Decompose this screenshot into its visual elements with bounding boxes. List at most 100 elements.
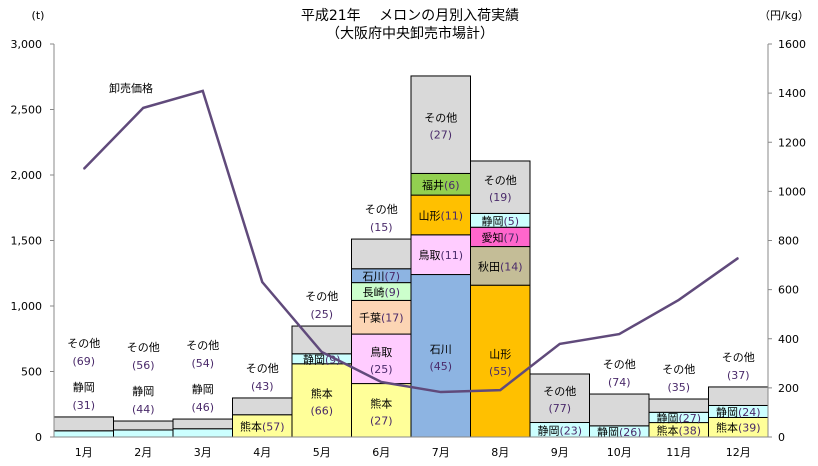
segment-pct: (77) bbox=[548, 402, 571, 415]
segment-label: その他 bbox=[305, 290, 338, 303]
segment-label: その他 bbox=[543, 385, 576, 398]
chart-title: 平成21年 メロンの月別入荷実績 bbox=[301, 8, 519, 24]
bar-segment bbox=[410, 194, 471, 236]
segment-label: 石川(7) bbox=[362, 270, 400, 283]
segment-label: 山形(11) bbox=[418, 209, 463, 222]
segment-label: 静岡(27) bbox=[656, 411, 701, 425]
bar-segment bbox=[53, 430, 114, 438]
segment-label: 熊本(57) bbox=[240, 419, 285, 433]
segment-label: 熊本 bbox=[311, 386, 333, 400]
y-tick-label: 500 bbox=[21, 366, 42, 379]
x-tick-label: 5月 bbox=[313, 446, 331, 459]
y2-tick-label: 1000 bbox=[778, 185, 806, 198]
x-tick-label: 1月 bbox=[75, 446, 93, 459]
price-point bbox=[202, 90, 204, 92]
bar-segment bbox=[410, 274, 471, 438]
segment-pct: (31) bbox=[72, 399, 95, 412]
segment-label: 静岡(26) bbox=[597, 425, 642, 439]
price-series-label: 卸売価格 bbox=[109, 81, 153, 95]
segment-pct: (15) bbox=[370, 221, 393, 234]
price-point bbox=[83, 168, 85, 170]
bar-segment bbox=[410, 75, 471, 174]
y-axis-unit: (t) bbox=[32, 9, 45, 22]
y-tick-label: 3,000 bbox=[11, 38, 43, 51]
price-point bbox=[499, 389, 501, 391]
price-point bbox=[737, 257, 739, 259]
segment-label: その他 bbox=[246, 362, 279, 375]
segment-label: 静岡(23) bbox=[537, 423, 582, 437]
price-point bbox=[380, 381, 382, 383]
y-tick-label: 1,500 bbox=[11, 235, 43, 248]
segment-label: 長崎(9) bbox=[362, 285, 400, 299]
segment-label: その他 bbox=[722, 351, 755, 364]
segment-label: その他 bbox=[67, 337, 100, 350]
y2-tick-label: 1600 bbox=[778, 38, 806, 51]
x-tick-label: 4月 bbox=[253, 446, 271, 459]
y2-tick-label: 400 bbox=[778, 333, 799, 346]
bar-segment bbox=[648, 398, 709, 413]
bar-segment bbox=[351, 238, 412, 270]
x-tick-label: 11月 bbox=[666, 446, 691, 459]
segment-pct: (74) bbox=[608, 376, 631, 389]
y-tick-label: 2,000 bbox=[11, 169, 43, 182]
y2-tick-label: 1200 bbox=[778, 136, 806, 149]
bar-segment bbox=[529, 373, 590, 424]
segment-label: 熊本(39) bbox=[716, 421, 761, 435]
y2-tick-label: 1400 bbox=[778, 87, 806, 100]
segment-label: 静岡(5) bbox=[481, 214, 519, 228]
price-point bbox=[678, 299, 680, 301]
bar-segment bbox=[172, 418, 233, 430]
segment-label: 熊本 bbox=[370, 396, 392, 410]
segment-label: 千葉(17) bbox=[359, 311, 404, 325]
x-tick-label: 12月 bbox=[726, 446, 751, 459]
segment-label: 静岡 bbox=[132, 384, 154, 398]
segment-label: 福井(6) bbox=[422, 178, 460, 192]
segment-pct: (56) bbox=[132, 359, 155, 372]
segment-pct: (25) bbox=[310, 308, 333, 321]
y-tick-label: 1,000 bbox=[11, 300, 43, 313]
segment-label: その他 bbox=[484, 174, 517, 187]
bar-segment bbox=[470, 160, 531, 214]
segment-label: その他 bbox=[662, 363, 695, 376]
segment-label: その他 bbox=[365, 203, 398, 216]
segment-label: 静岡 bbox=[192, 382, 214, 396]
segment-label: その他 bbox=[186, 339, 219, 352]
bar-segment bbox=[113, 429, 174, 438]
segment-pct: (44) bbox=[132, 403, 155, 416]
segment-pct: (19) bbox=[489, 191, 512, 204]
bar-segment bbox=[172, 428, 233, 438]
segment-pct: (69) bbox=[72, 355, 95, 368]
x-tick-label: 3月 bbox=[194, 446, 212, 459]
segment-pct: (46) bbox=[191, 401, 214, 414]
bar-segment bbox=[351, 333, 412, 385]
segment-pct: (27) bbox=[370, 414, 393, 427]
x-tick-label: 7月 bbox=[432, 446, 450, 459]
segment-label: その他 bbox=[127, 341, 160, 354]
bar-segment bbox=[113, 420, 174, 431]
y-tick-label: 2,500 bbox=[11, 104, 43, 117]
price-point bbox=[440, 391, 442, 393]
segment-pct: (27) bbox=[429, 129, 452, 142]
chart-subtitle: （大阪府中央卸売市場計） bbox=[326, 25, 494, 42]
y2-tick-label: 800 bbox=[778, 235, 799, 248]
segment-label: 秋田(14) bbox=[478, 259, 523, 273]
bar-segment bbox=[53, 416, 114, 432]
x-tick-label: 6月 bbox=[372, 446, 390, 459]
y2-tick-label: 600 bbox=[778, 284, 799, 297]
price-line bbox=[82, 89, 739, 394]
bar-segment bbox=[232, 397, 293, 416]
bar-segment bbox=[291, 363, 352, 438]
price-point bbox=[321, 351, 323, 353]
y-tick-label: 0 bbox=[35, 431, 42, 444]
segment-label: 鳥取 bbox=[370, 345, 392, 359]
segment-label: 熊本(38) bbox=[656, 423, 701, 437]
bar-segment bbox=[589, 393, 650, 427]
segment-label: その他 bbox=[424, 112, 457, 125]
y2-tick-label: 0 bbox=[778, 431, 785, 444]
segment-pct: (66) bbox=[310, 404, 333, 417]
bar-segment bbox=[470, 246, 531, 286]
bar-segment bbox=[470, 284, 531, 438]
price-point bbox=[261, 281, 263, 283]
segment-label: 石川 bbox=[430, 343, 452, 356]
